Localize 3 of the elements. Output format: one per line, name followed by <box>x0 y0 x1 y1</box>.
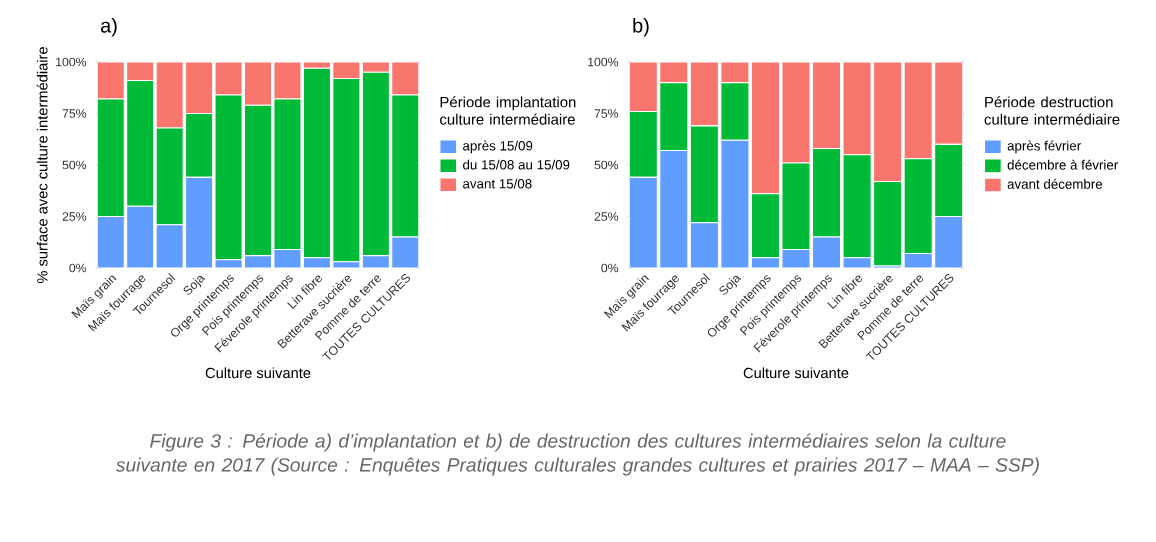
chart-title: a) <box>100 17 117 37</box>
caption: Figure 3 : Période a) d’implantation et b) de destruction des cultures intermédiaires selon la culture suivante en 2017 (Source : Enquêtes Pratiques culturales grandes cultures et prairies 2017 – MAA – SSP) <box>115 433 1039 476</box>
chart-title: b) <box>633 17 649 37</box>
